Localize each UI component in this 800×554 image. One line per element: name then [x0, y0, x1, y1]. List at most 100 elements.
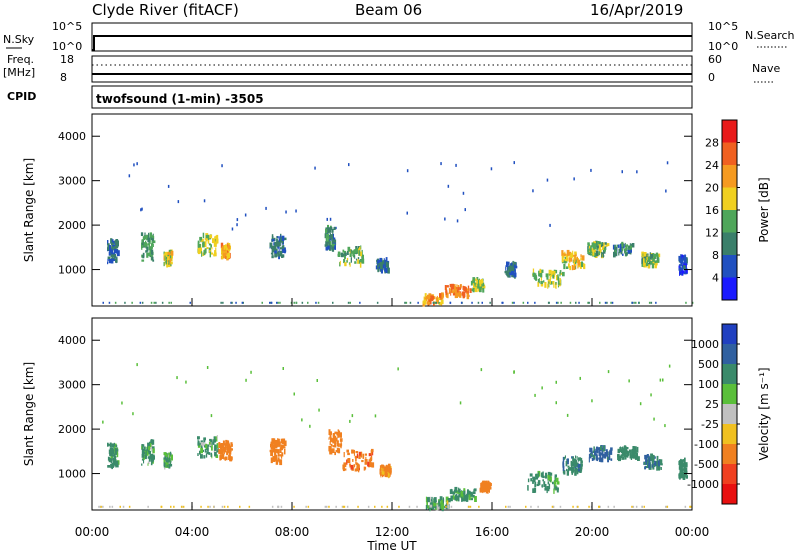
data-cell: [141, 239, 144, 244]
data-cell: [424, 293, 427, 298]
ground-scatter-cell: [575, 301, 577, 304]
data-cell: [559, 277, 561, 284]
data-cell: [488, 482, 491, 487]
data-cell: [643, 258, 647, 263]
data-cell: [325, 242, 328, 247]
data-cell: [273, 438, 276, 443]
data-cell: [506, 263, 509, 267]
data-cell: [226, 247, 229, 251]
data-cell: [455, 292, 459, 298]
data-cell: [446, 285, 449, 288]
data-cell: [619, 447, 622, 450]
data-cell: [114, 248, 117, 254]
data-cell: [165, 458, 168, 463]
data-cell: [552, 273, 555, 279]
data-cell: [143, 242, 146, 245]
data-cell: [682, 270, 685, 274]
data-cell: [630, 456, 633, 460]
ground-scatter-cell: [417, 301, 419, 304]
data-cell: [274, 250, 277, 254]
data-cell: [538, 270, 541, 277]
data-cell: [600, 244, 604, 248]
data-cell: [636, 452, 638, 456]
data-cell: [461, 496, 463, 502]
data-cell: [540, 277, 542, 281]
data-cell: [509, 272, 512, 276]
x-tick-label: 12:00: [375, 525, 410, 539]
colorbar-swatch: [722, 464, 737, 485]
data-cell: [431, 496, 433, 501]
sparse-cell: [555, 401, 557, 405]
data-cell: [113, 255, 116, 260]
data-cell: [204, 238, 208, 241]
sparse-cell: [210, 414, 213, 418]
data-cell: [431, 296, 434, 300]
data-cell: [539, 273, 542, 277]
data-cell: [679, 264, 682, 267]
data-cell: [683, 265, 686, 270]
data-cell: [371, 462, 375, 468]
data-cell: [199, 442, 202, 445]
data-cell: [274, 243, 276, 247]
ground-scatter-cell: [507, 505, 510, 508]
ground-scatter-cell: [505, 505, 507, 508]
data-cell: [473, 488, 477, 492]
data-cell: [579, 263, 582, 269]
data-cell: [626, 450, 629, 454]
data-cell: [168, 260, 170, 265]
data-cell: [634, 447, 636, 454]
data-cell: [167, 251, 170, 257]
ground-scatter-cell: [489, 301, 491, 304]
ground-scatter-cell: [588, 505, 590, 508]
data-cell: [651, 264, 654, 269]
data-cell: [637, 456, 640, 461]
data-cell: [360, 245, 362, 250]
data-cell: [457, 287, 460, 291]
ground-scatter-cell: [684, 505, 687, 508]
data-cell: [272, 455, 274, 462]
data-cell: [146, 448, 149, 452]
data-cell: [566, 254, 569, 258]
data-cell: [575, 455, 577, 459]
data-cell: [428, 295, 430, 301]
nsky-tick-bottom: 10^0: [52, 40, 82, 53]
data-cell: [679, 267, 681, 274]
sparse-cell: [282, 367, 284, 370]
ground-scatter-cell: [666, 505, 669, 508]
data-cell: [205, 234, 209, 239]
data-cell: [385, 261, 389, 268]
data-cell: [150, 462, 153, 466]
data-cell: [204, 248, 207, 254]
data-cell: [112, 454, 115, 457]
ground-scatter-cell: [635, 301, 637, 304]
data-cell: [273, 455, 276, 460]
data-cell: [596, 446, 599, 453]
data-cell: [507, 267, 509, 270]
data-cell: [212, 439, 215, 445]
data-cell: [648, 458, 651, 463]
data-cell: [463, 286, 466, 292]
data-cell: [618, 248, 621, 254]
data-cell: [280, 444, 283, 449]
data-cell: [678, 460, 681, 466]
velocity-plot-frame: [91, 317, 693, 511]
data-cell: [456, 284, 458, 290]
data-cell: [487, 489, 490, 492]
ground-scatter-cell: [530, 505, 532, 508]
data-cell: [148, 446, 151, 451]
data-cell: [229, 454, 231, 457]
ground-scatter-cell: [315, 301, 317, 304]
data-cell: [281, 247, 285, 253]
data-cell: [456, 287, 458, 291]
data-cell: [541, 484, 543, 488]
data-cell: [592, 454, 596, 460]
data-cell: [540, 472, 543, 477]
data-cell: [168, 260, 171, 265]
data-cell: [573, 257, 575, 261]
ground-scatter-cell: [555, 301, 558, 304]
data-cell: [457, 495, 460, 502]
data-cell: [365, 456, 367, 460]
data-cell: [543, 481, 546, 488]
data-cell: [607, 454, 609, 460]
data-cell: [434, 505, 437, 509]
